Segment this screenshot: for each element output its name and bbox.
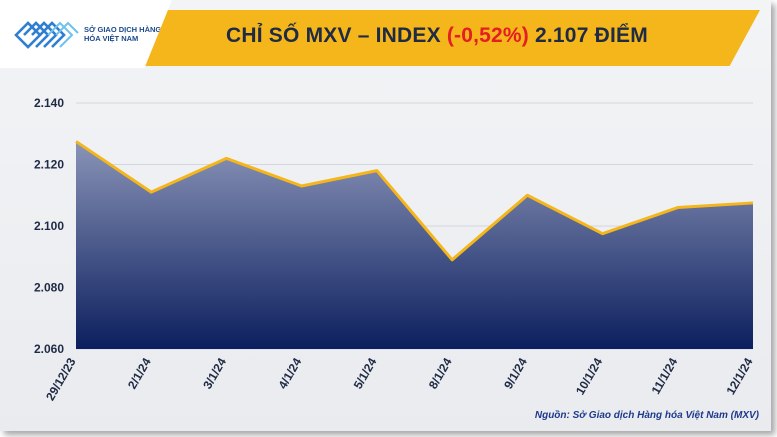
logo: SỞ GIAO DỊCH HÀNG HÓA VIỆT NAM (0, 0, 172, 68)
logo-text: SỞ GIAO DỊCH HÀNG HÓA VIỆT NAM (84, 25, 162, 43)
y-tick-label: 2.140 (34, 96, 64, 110)
index-area-chart: 2.060 2.080 2.100 2.120 2.140 29/12/23 2/1/24… (34, 96, 756, 403)
y-tick-label: 2.100 (34, 219, 64, 233)
x-tick-label: 8/1/24 (426, 355, 455, 391)
series-line (75, 140, 754, 262)
y-tick-label: 2.120 (34, 158, 64, 172)
x-tick-label: 5/1/24 (351, 355, 380, 391)
title-change: (-0,52%) (446, 24, 529, 47)
source-note: Nguồn: Sở Giao dịch Hàng hóa Việt Nam (M… (534, 410, 759, 421)
x-tick-label: 29/12/23 (43, 355, 79, 403)
x-tick-label: 4/1/24 (275, 355, 304, 391)
x-tick-label: 12/1/24 (723, 355, 755, 397)
title-prefix: CHỈ SỐ MXV – INDEX (226, 24, 447, 47)
x-tick-label: 11/1/24 (649, 355, 681, 396)
mxv-logo-icon (14, 21, 79, 49)
x-tick-label: 10/1/24 (573, 355, 605, 397)
title-suffix: 2.107 ĐIỂM (528, 24, 648, 47)
y-tick-label: 2.060 (34, 342, 64, 356)
chart-card: SỞ GIAO DỊCH HÀNG HÓA VIỆT NAM CHỈ SỐ MX… (0, 0, 771, 431)
x-tick-label: 2/1/24 (125, 355, 154, 391)
x-tick-label: 9/1/24 (501, 355, 530, 391)
x-tick-label: 3/1/24 (200, 355, 229, 391)
area-fill (76, 141, 753, 349)
y-tick-label: 2.080 (34, 281, 64, 295)
chart-title: CHỈ SỐ MXV – INDEX (-0,52%) 2.107 ĐIỂM (226, 24, 648, 48)
